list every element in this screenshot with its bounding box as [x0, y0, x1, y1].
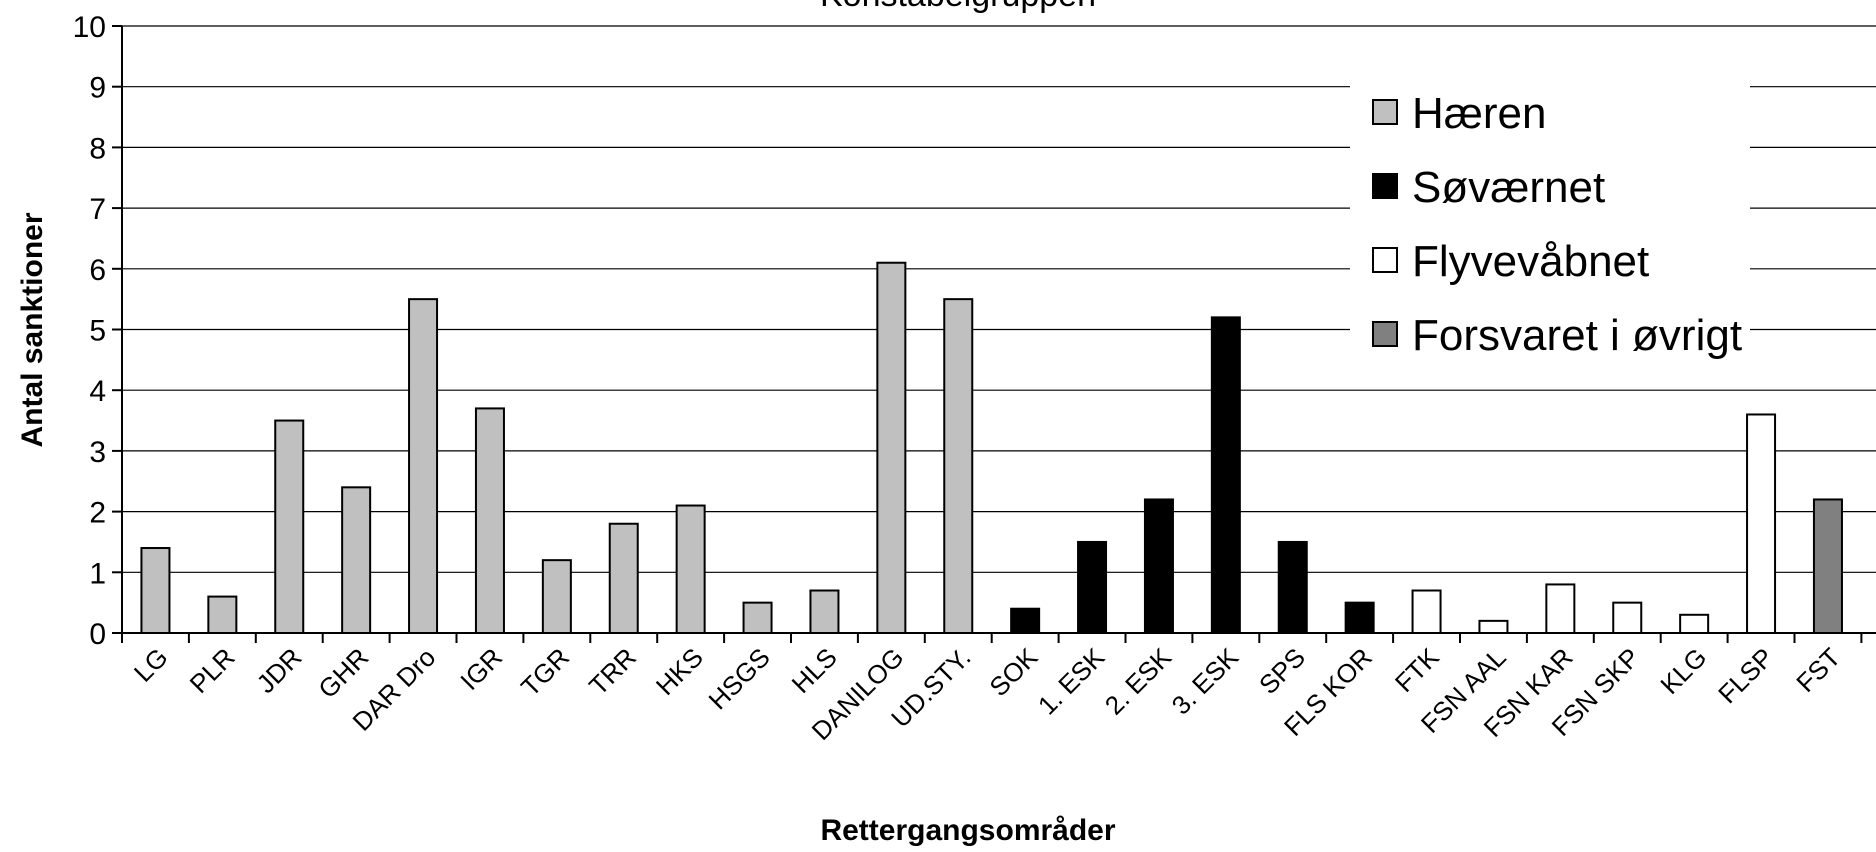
bar-lg: [140, 547, 171, 635]
x-tick-label: FTK: [1389, 642, 1445, 698]
bar-dar-dro: [408, 298, 439, 634]
bar-tgr: [541, 559, 572, 634]
x-tick-label: HLS: [786, 642, 843, 699]
y-tick-label: 4: [89, 375, 106, 408]
bar-danilog: [876, 261, 907, 634]
bar-ghr: [341, 486, 372, 634]
bar-hls: [809, 589, 840, 635]
chart-title: Konstabelgruppen: [820, 0, 1096, 14]
x-tick-label: 2. ESK: [1099, 642, 1178, 721]
legend: Hæren Søværnet Flyvevåbnet Forsvaret i øvri…: [1350, 72, 1750, 360]
bar-fsn-kar: [1545, 583, 1576, 635]
x-tick-label: HSGS: [702, 642, 775, 715]
x-tick-label: FLSP: [1712, 642, 1779, 709]
y-tick-label: 6: [89, 254, 106, 287]
x-tick-label: TRR: [583, 642, 642, 701]
y-tick-label: 1: [89, 557, 106, 590]
bar-sok: [1010, 607, 1041, 634]
legend-label: Hæren: [1412, 89, 1547, 138]
bar-sps: [1277, 540, 1308, 635]
y-tick-label: 9: [89, 72, 106, 105]
x-tick-label: IGR: [454, 642, 508, 696]
bar-trr: [608, 522, 639, 634]
bar-klg: [1679, 613, 1710, 634]
bar-fst: [1812, 498, 1843, 634]
y-tick-labels: 0 1 2 3 4 5 6 7 8 9 10: [73, 11, 106, 651]
x-tick-label: GHR: [312, 642, 374, 704]
y-tick-label: 7: [89, 193, 106, 226]
legend-swatch: [1372, 99, 1398, 125]
bar-igr: [474, 407, 505, 634]
x-tick-label: FST: [1790, 642, 1846, 698]
x-tick-label: 3. ESK: [1166, 642, 1245, 721]
y-tick-label: 2: [89, 497, 106, 530]
bar-flsp: [1746, 413, 1777, 635]
x-tick-label: HKS: [650, 642, 709, 701]
x-tick-label: 1. ESK: [1032, 642, 1111, 721]
x-tick-label: JDR: [251, 642, 308, 699]
x-tick-label: SPS: [1253, 642, 1311, 700]
bar-plr: [207, 595, 238, 635]
legend-swatch: [1372, 247, 1398, 273]
x-axis-title: Rettergangsområder: [820, 814, 1115, 847]
axes: [112, 25, 1876, 643]
x-tick-label: TGR: [515, 642, 575, 702]
bar-fsn-aal: [1478, 619, 1509, 634]
y-tick-label: 5: [89, 315, 106, 348]
bar-1-esk: [1077, 540, 1108, 635]
x-tick-label: SOK: [983, 642, 1044, 703]
y-tick-label: 10: [73, 11, 106, 44]
y-axis-title: Antal sanktioner: [16, 212, 49, 447]
legend-swatch: [1372, 173, 1398, 199]
bar-ud-sty: [943, 298, 974, 634]
x-tick-label: LG: [128, 642, 174, 688]
legend-box: [1350, 72, 1750, 350]
y-tick-label: 0: [89, 618, 106, 651]
bar-fls-kor: [1344, 601, 1375, 635]
bar-hsgs: [742, 601, 773, 635]
bar-ftk: [1411, 589, 1442, 635]
bar-hks: [675, 504, 706, 634]
legend-swatch: [1372, 321, 1398, 347]
y-tick-label: 8: [89, 132, 106, 165]
x-tick-label: KLG: [1654, 642, 1712, 700]
x-tick-label: PLR: [184, 642, 241, 699]
legend-label: Søværnet: [1412, 163, 1605, 212]
legend-label: Forsvaret i øvrigt: [1412, 311, 1742, 360]
y-tick-label: 3: [89, 436, 106, 469]
bar-jdr: [274, 419, 305, 634]
bar-3-esk: [1210, 316, 1241, 634]
bar-fsn-skp: [1612, 601, 1643, 635]
bar-2-esk: [1143, 498, 1174, 634]
legend-label: Flyvevåbnet: [1412, 237, 1649, 286]
